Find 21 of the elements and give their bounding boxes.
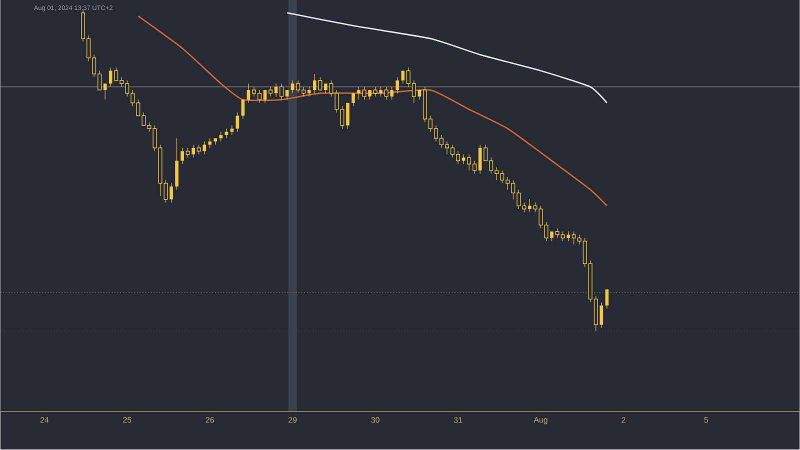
candlestick <box>285 90 289 100</box>
candlestick <box>307 86 311 97</box>
candlestick <box>357 86 360 100</box>
candlestick <box>462 154 466 165</box>
candlestick <box>401 70 405 84</box>
candlestick <box>103 84 107 100</box>
candlestick <box>418 90 422 100</box>
candlestick <box>352 93 355 107</box>
candlestick <box>230 125 234 136</box>
candlestick <box>268 86 273 97</box>
candlestick <box>180 148 184 165</box>
candlestick <box>346 102 350 130</box>
candlestick <box>290 80 294 94</box>
candlestick <box>241 100 245 120</box>
candlestick <box>208 138 212 148</box>
candlestick <box>280 84 284 100</box>
candlestick <box>396 77 400 94</box>
candlestick <box>478 144 482 174</box>
candlestick <box>600 302 604 328</box>
candlestick <box>219 132 223 142</box>
candlestick <box>605 289 609 310</box>
